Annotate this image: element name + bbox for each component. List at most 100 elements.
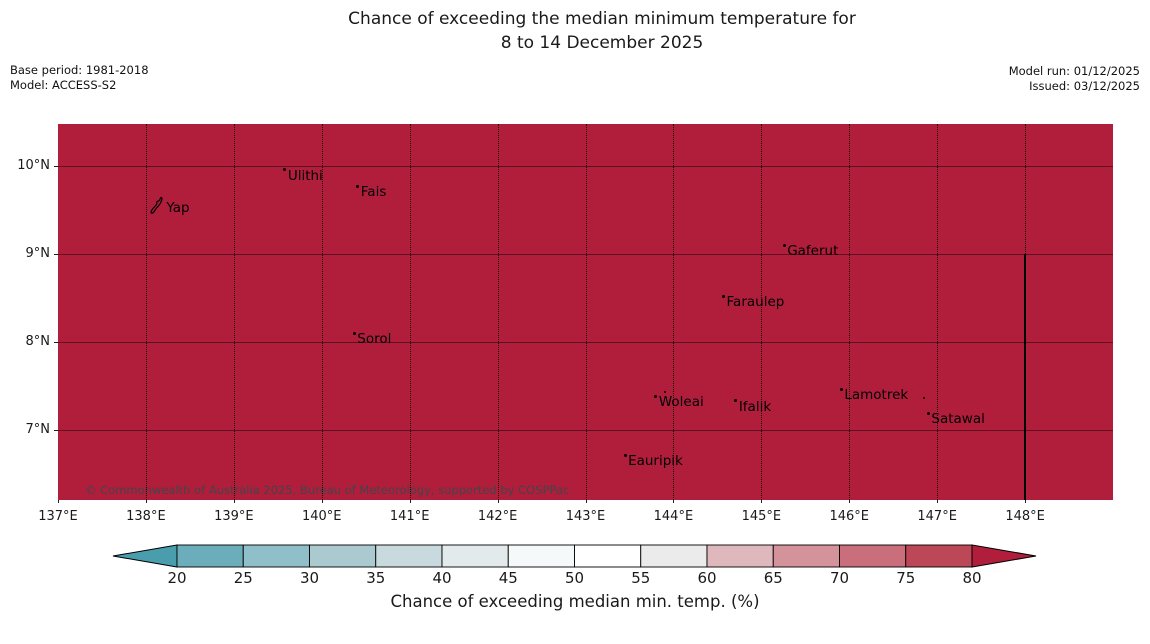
axis-tick bbox=[145, 500, 147, 503]
colorbar-tick-label: 70 bbox=[829, 569, 850, 587]
place-label: Faraulep bbox=[726, 294, 785, 311]
place-label: Sorol bbox=[357, 331, 392, 348]
place-label: Ulithi bbox=[287, 167, 323, 184]
place-marker bbox=[654, 394, 658, 398]
axis-tick bbox=[673, 500, 675, 503]
colorbar-tick-label: 75 bbox=[896, 569, 916, 587]
place-label: Woleai bbox=[658, 394, 704, 411]
boundary-line bbox=[1024, 254, 1027, 500]
y-tick-label: 10°N bbox=[17, 158, 50, 174]
axis-tick bbox=[849, 500, 851, 503]
colorbar-tick-label: 55 bbox=[631, 569, 651, 587]
axis-tick bbox=[497, 500, 499, 503]
axis-tick bbox=[1025, 500, 1027, 503]
extra-island-marker bbox=[922, 397, 925, 400]
place-label: Ifalik bbox=[738, 398, 772, 415]
colorbar-tick-label: 20 bbox=[167, 569, 187, 587]
colorbar-segment bbox=[905, 544, 973, 568]
meta-right: Model run: 01/12/2025 Issued: 03/12/2025 bbox=[1009, 64, 1140, 93]
colorbar-segment bbox=[772, 544, 840, 568]
colorbar-segment bbox=[640, 544, 708, 568]
axis-tick bbox=[409, 500, 411, 503]
figure-title-line2: 8 to 14 December 2025 bbox=[500, 33, 704, 53]
colorbar-tick-label: 40 bbox=[432, 569, 452, 587]
map-gridline-lon bbox=[673, 124, 675, 500]
place-marker bbox=[283, 168, 287, 172]
colorbar-tick-label: 50 bbox=[564, 569, 585, 587]
copyright-text: © Commonwealth of Australia 2025, Bureau… bbox=[85, 483, 570, 497]
colorbar-label: Chance of exceeding median min. temp. (%… bbox=[390, 592, 760, 611]
issued-text: Issued: 03/12/2025 bbox=[1029, 78, 1140, 93]
place-label: Eauripik bbox=[628, 453, 683, 470]
colorbar-tick-label: 45 bbox=[498, 569, 518, 587]
map-gridline-lat bbox=[58, 166, 1113, 168]
colorbar-segment bbox=[574, 544, 642, 568]
map-gridline-lon bbox=[409, 124, 411, 500]
model-run-text: Model run: 01/12/2025 bbox=[1008, 64, 1140, 78]
colorbar bbox=[112, 544, 1037, 568]
x-tick-label: 139°E bbox=[214, 509, 254, 524]
colorbar-tick-label: 80 bbox=[962, 569, 982, 587]
x-tick-label: 148°E bbox=[1005, 509, 1045, 524]
map-gridline-lon bbox=[937, 124, 939, 500]
x-tick-label: 145°E bbox=[741, 509, 782, 524]
x-tick-label: 142°E bbox=[477, 509, 518, 524]
colorbar-segment bbox=[839, 544, 907, 568]
place-label: Lamotrek bbox=[844, 387, 909, 404]
place-marker bbox=[352, 331, 356, 335]
extra-island-marker bbox=[663, 390, 666, 393]
axis-tick bbox=[321, 500, 323, 503]
x-tick-label: 140°E bbox=[301, 509, 342, 524]
place-marker bbox=[623, 453, 627, 457]
colorbar-segment bbox=[309, 544, 377, 568]
axis-tick bbox=[585, 500, 587, 503]
place-marker bbox=[356, 184, 360, 188]
x-tick-label: 147°E bbox=[917, 509, 957, 524]
map-gridline-lon bbox=[761, 124, 763, 500]
place-marker bbox=[839, 387, 843, 391]
axis-tick bbox=[54, 254, 58, 256]
axis-tick bbox=[937, 500, 939, 503]
colorbar-over-arrow bbox=[971, 544, 1037, 568]
axis-tick bbox=[54, 166, 58, 168]
colorbar-segment bbox=[375, 544, 443, 568]
island-outline-yap bbox=[148, 196, 166, 222]
x-tick-label: 138°E bbox=[126, 509, 166, 524]
colorbar-tick-label: 25 bbox=[233, 569, 253, 587]
x-tick-label: 141°E bbox=[389, 509, 430, 524]
x-tick-label: 137°E bbox=[38, 509, 78, 524]
colorbar-segment bbox=[176, 544, 244, 568]
map-gridline-lat bbox=[58, 429, 1113, 431]
x-tick-label: 143°E bbox=[565, 509, 606, 524]
x-tick-label: 146°E bbox=[829, 509, 870, 524]
colorbar-under-arrow bbox=[112, 544, 178, 568]
place-label: Fais bbox=[360, 184, 387, 201]
colorbar-tick-label: 60 bbox=[697, 569, 717, 587]
place-label: Yap bbox=[166, 200, 190, 217]
axis-tick bbox=[58, 500, 59, 503]
place-marker bbox=[722, 294, 726, 298]
colorbar-segment bbox=[706, 544, 774, 568]
place-marker bbox=[782, 243, 786, 247]
map-gridline-lon bbox=[849, 124, 851, 500]
base-period-text: Base period: 1981-2018 bbox=[10, 63, 149, 77]
colorbar-segment bbox=[441, 544, 509, 568]
map-gridline-lon bbox=[497, 124, 499, 500]
map-gridline-lon bbox=[233, 124, 235, 500]
y-tick-label: 8°N bbox=[25, 333, 51, 349]
y-tick-label: 7°N bbox=[25, 421, 51, 437]
colorbar-tick-label: 30 bbox=[299, 569, 320, 587]
axis-tick bbox=[233, 500, 235, 503]
place-marker bbox=[734, 399, 738, 403]
x-tick-label: 144°E bbox=[653, 509, 694, 524]
colorbar-tick-label: 35 bbox=[366, 569, 386, 587]
colorbar-segment bbox=[507, 544, 575, 568]
y-tick-label: 9°N bbox=[25, 246, 51, 262]
map-gridline-lon bbox=[145, 124, 147, 500]
island-outline-icon bbox=[150, 197, 163, 215]
colorbar-tick-label: 65 bbox=[763, 569, 783, 587]
place-marker bbox=[926, 411, 930, 415]
place-label: Gaferut bbox=[787, 243, 839, 260]
map-gridline-lat bbox=[58, 341, 1113, 343]
